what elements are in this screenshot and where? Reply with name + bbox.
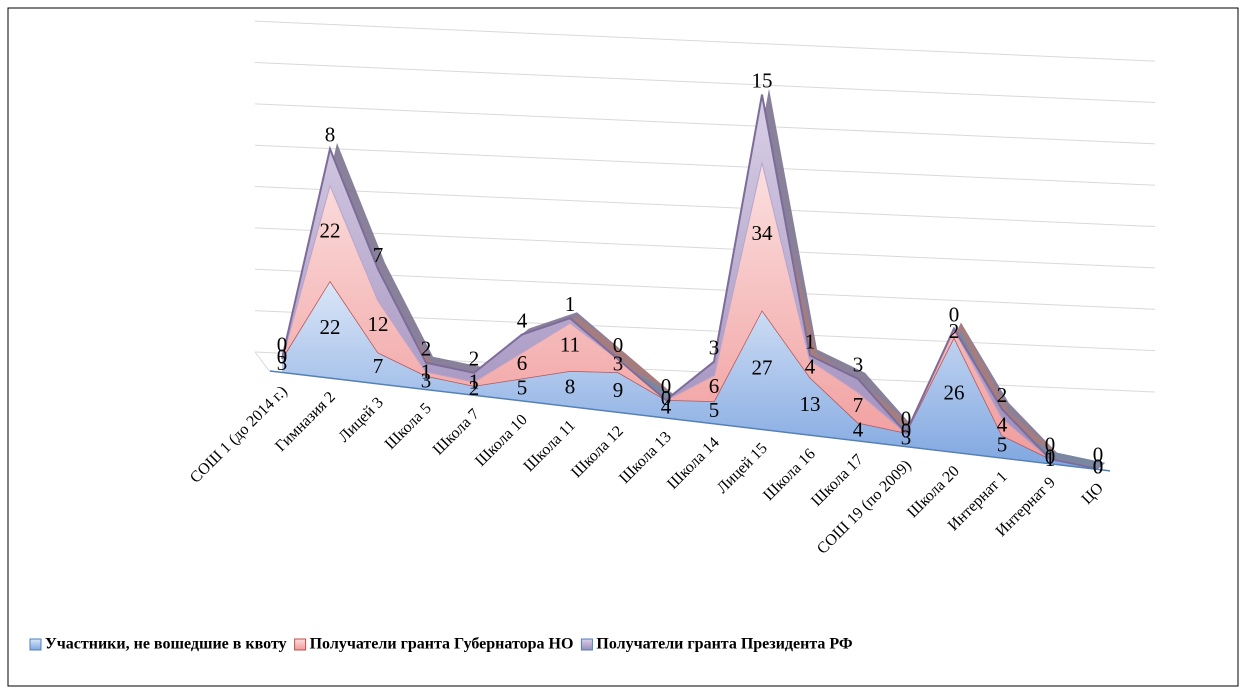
data-label: 2 bbox=[469, 347, 480, 371]
data-label: 3 bbox=[277, 351, 288, 375]
data-label: 26 bbox=[944, 380, 965, 404]
data-label: 4 bbox=[853, 417, 864, 441]
data-label: 2 bbox=[949, 319, 960, 343]
data-label: 11 bbox=[560, 333, 580, 357]
data-label: 15 bbox=[752, 68, 773, 92]
data-label: 22 bbox=[320, 218, 341, 242]
data-label: 1 bbox=[805, 329, 816, 353]
data-label: 7 bbox=[373, 243, 384, 267]
data-label: 12 bbox=[368, 312, 389, 336]
legend-swatch bbox=[580, 638, 593, 651]
legend-label: Получатели гранта Губернатора НО bbox=[310, 636, 574, 653]
data-label: 34 bbox=[752, 221, 774, 245]
grid-line bbox=[254, 186, 1156, 228]
data-label: 4 bbox=[517, 308, 528, 332]
data-label: 5 bbox=[997, 432, 1008, 456]
data-label: 5 bbox=[709, 398, 720, 422]
data-label: 8 bbox=[565, 374, 576, 398]
data-label: 0 bbox=[1093, 455, 1104, 479]
data-label: 22 bbox=[320, 315, 341, 339]
data-label: 6 bbox=[517, 351, 528, 375]
data-label: 4 bbox=[805, 355, 816, 379]
data-label: 3 bbox=[853, 353, 864, 377]
data-label: 5 bbox=[517, 375, 528, 399]
data-label: 1 bbox=[565, 292, 576, 316]
data-label: 1 bbox=[469, 370, 480, 394]
data-label: 27 bbox=[752, 355, 773, 379]
data-label: 6 bbox=[709, 374, 720, 398]
legend-label: Участники, не вошедшие в квоту bbox=[45, 636, 287, 653]
data-label: 0 bbox=[901, 407, 912, 431]
data-label: 0 bbox=[1093, 455, 1104, 479]
wall-edge bbox=[254, 351, 271, 373]
legend-swatch bbox=[294, 638, 307, 651]
legend-swatch bbox=[29, 638, 42, 651]
data-label: 2 bbox=[997, 383, 1008, 407]
area-top-line bbox=[281, 94, 1099, 470]
data-label: 1 bbox=[421, 360, 432, 384]
data-label: 2 bbox=[469, 376, 480, 400]
baseline bbox=[269, 370, 1111, 472]
data-label: 0 bbox=[661, 374, 672, 398]
grid-line bbox=[254, 103, 1156, 145]
data-label: 9 bbox=[613, 378, 624, 402]
data-label: 4 bbox=[661, 395, 672, 419]
data-label: 0 bbox=[1093, 443, 1104, 467]
data-label: 13 bbox=[800, 392, 821, 416]
data-label: 3 bbox=[901, 425, 912, 449]
area bbox=[282, 160, 1098, 469]
grid-line bbox=[254, 268, 1156, 310]
data-label: 3 bbox=[421, 368, 432, 392]
data-label: 7 bbox=[373, 354, 384, 378]
data-label: 3 bbox=[709, 336, 720, 360]
grid-line bbox=[254, 227, 1156, 269]
data-label: 0 bbox=[1045, 433, 1056, 457]
data-label: 8 bbox=[325, 123, 336, 147]
legend-label: Получатели гранта Президента РФ bbox=[596, 636, 852, 653]
grid-line bbox=[254, 144, 1156, 186]
data-label: 0 bbox=[1045, 445, 1056, 469]
data-label: 0 bbox=[613, 333, 624, 357]
data-label: 0 bbox=[949, 302, 960, 326]
data-label: 2 bbox=[421, 337, 432, 361]
grid-line bbox=[254, 61, 1156, 103]
data-label: 4 bbox=[997, 413, 1008, 437]
data-label: 1 bbox=[1045, 447, 1056, 471]
data-label: 0 bbox=[661, 386, 672, 410]
data-label: 3 bbox=[613, 352, 624, 376]
data-label: 0 bbox=[277, 333, 288, 357]
grid-line bbox=[254, 20, 1156, 62]
chart-frame bbox=[7, 7, 1239, 687]
data-label: 0 bbox=[277, 345, 288, 369]
data-label: 0 bbox=[901, 419, 912, 443]
data-label: 7 bbox=[853, 393, 864, 417]
area bbox=[282, 280, 1098, 469]
